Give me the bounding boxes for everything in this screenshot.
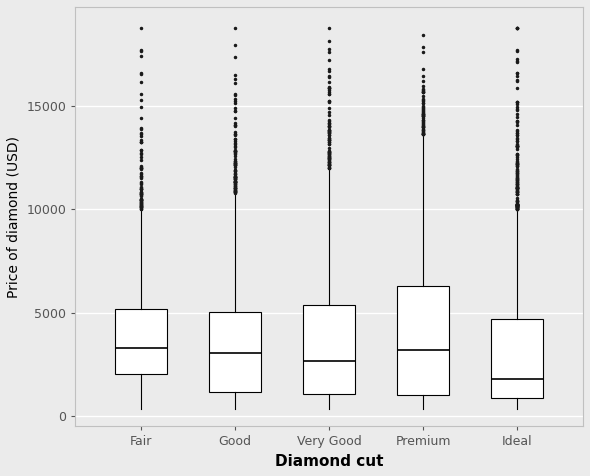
PathPatch shape <box>209 312 261 393</box>
Y-axis label: Price of diamond (USD): Price of diamond (USD) <box>7 136 21 298</box>
PathPatch shape <box>491 319 543 398</box>
PathPatch shape <box>303 305 355 395</box>
PathPatch shape <box>398 286 449 395</box>
X-axis label: Diamond cut: Diamond cut <box>275 454 384 469</box>
PathPatch shape <box>116 308 167 374</box>
